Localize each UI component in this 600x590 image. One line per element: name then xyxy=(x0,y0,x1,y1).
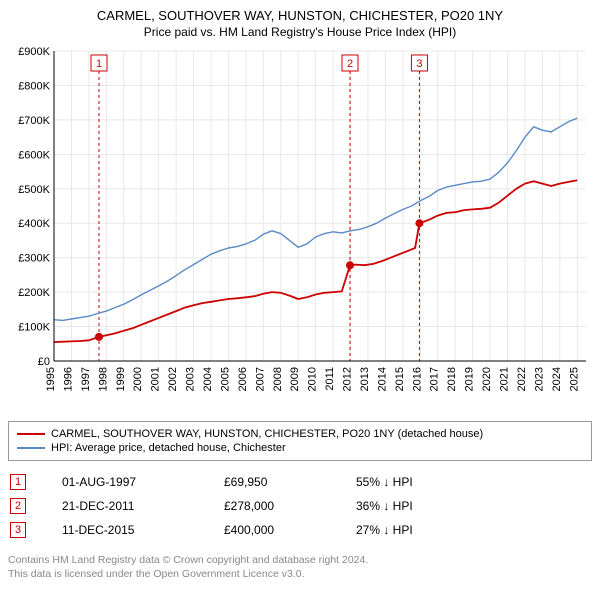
svg-text:2011: 2011 xyxy=(324,367,336,391)
svg-text:3: 3 xyxy=(416,58,422,70)
sales-table: 1 01-AUG-1997£69,95055% ↓ HPI 2 21-DEC-2011… xyxy=(8,469,592,543)
sale-delta: 27% ↓ HPI xyxy=(356,519,590,541)
svg-text:£100K: £100K xyxy=(18,321,50,333)
sale-price: £400,000 xyxy=(224,519,354,541)
sale-delta: 36% ↓ HPI xyxy=(356,495,590,517)
legend-item: HPI: Average price, detached house, Chic… xyxy=(17,441,583,455)
legend-swatch xyxy=(17,447,45,449)
svg-text:£600K: £600K xyxy=(18,149,50,161)
svg-text:2010: 2010 xyxy=(307,367,319,391)
svg-text:2020: 2020 xyxy=(481,367,493,391)
footer-line: This data is licensed under the Open Gov… xyxy=(8,567,592,581)
svg-text:2007: 2007 xyxy=(254,367,266,391)
svg-text:2023: 2023 xyxy=(533,367,545,391)
marker-badge: 1 xyxy=(10,474,26,490)
svg-text:£200K: £200K xyxy=(18,287,50,299)
chart-subtitle: Price paid vs. HM Land Registry's House … xyxy=(8,25,592,39)
sale-price: £69,950 xyxy=(224,471,354,493)
chart-title: CARMEL, SOUTHOVER WAY, HUNSTON, CHICHEST… xyxy=(8,8,592,25)
svg-text:2002: 2002 xyxy=(167,367,179,391)
legend-label: HPI: Average price, detached house, Chic… xyxy=(51,442,286,454)
legend: CARMEL, SOUTHOVER WAY, HUNSTON, CHICHEST… xyxy=(8,421,592,461)
sale-date: 11-DEC-2015 xyxy=(62,519,222,541)
svg-text:2008: 2008 xyxy=(272,367,284,391)
plot-area: 1995 1996 1997 1998 1999 2000 2001 2002 2003 2004… xyxy=(8,45,592,415)
sales-row: 2 21-DEC-2011£278,00036% ↓ HPI xyxy=(10,495,590,517)
svg-text:2012: 2012 xyxy=(342,367,354,391)
sale-price: £278,000 xyxy=(224,495,354,517)
svg-text:1997: 1997 xyxy=(80,367,92,391)
sale-date: 21-DEC-2011 xyxy=(62,495,222,517)
legend-swatch xyxy=(17,433,45,435)
svg-text:1996: 1996 xyxy=(62,367,74,391)
svg-text:2015: 2015 xyxy=(394,367,406,391)
svg-text:2022: 2022 xyxy=(516,367,528,391)
svg-text:2013: 2013 xyxy=(359,367,371,391)
marker-badge: 2 xyxy=(10,498,26,514)
svg-text:2000: 2000 xyxy=(132,367,144,391)
footer-line: Contains HM Land Registry data © Crown c… xyxy=(8,553,592,567)
svg-text:1: 1 xyxy=(96,58,102,70)
svg-text:2017: 2017 xyxy=(429,367,441,391)
svg-text:1995: 1995 xyxy=(45,367,57,391)
svg-text:2025: 2025 xyxy=(568,367,580,391)
svg-text:1999: 1999 xyxy=(115,367,127,391)
svg-text:2018: 2018 xyxy=(446,367,458,391)
svg-text:£300K: £300K xyxy=(18,253,50,265)
chart-container: CARMEL, SOUTHOVER WAY, HUNSTON, CHICHEST… xyxy=(8,8,592,581)
svg-text:£800K: £800K xyxy=(18,80,50,92)
svg-text:2021: 2021 xyxy=(499,367,511,391)
footer-attribution: Contains HM Land Registry data © Crown c… xyxy=(8,553,592,581)
svg-text:£0: £0 xyxy=(38,356,50,368)
svg-text:2014: 2014 xyxy=(376,367,388,391)
sales-row: 1 01-AUG-1997£69,95055% ↓ HPI xyxy=(10,471,590,493)
svg-text:£900K: £900K xyxy=(18,46,50,58)
svg-text:£400K: £400K xyxy=(18,218,50,230)
svg-text:2004: 2004 xyxy=(202,367,214,391)
svg-text:1998: 1998 xyxy=(97,367,109,391)
sale-date: 01-AUG-1997 xyxy=(62,471,222,493)
svg-text:2009: 2009 xyxy=(289,367,301,391)
svg-text:2024: 2024 xyxy=(551,367,563,391)
chart-svg: 1995 1996 1997 1998 1999 2000 2001 2002 2003 2004… xyxy=(8,45,592,415)
svg-text:2003: 2003 xyxy=(185,367,197,391)
svg-text:2: 2 xyxy=(347,58,353,70)
legend-label: CARMEL, SOUTHOVER WAY, HUNSTON, CHICHEST… xyxy=(51,428,483,440)
svg-text:2006: 2006 xyxy=(237,367,249,391)
svg-text:£700K: £700K xyxy=(18,115,50,127)
marker-badge: 3 xyxy=(10,522,26,538)
svg-text:2001: 2001 xyxy=(150,367,162,391)
svg-text:2019: 2019 xyxy=(464,367,476,391)
svg-text:2016: 2016 xyxy=(411,367,423,391)
sales-row: 3 11-DEC-2015£400,00027% ↓ HPI xyxy=(10,519,590,541)
sale-delta: 55% ↓ HPI xyxy=(356,471,590,493)
legend-item: CARMEL, SOUTHOVER WAY, HUNSTON, CHICHEST… xyxy=(17,427,583,441)
svg-text:£500K: £500K xyxy=(18,184,50,196)
svg-text:2005: 2005 xyxy=(219,367,231,391)
